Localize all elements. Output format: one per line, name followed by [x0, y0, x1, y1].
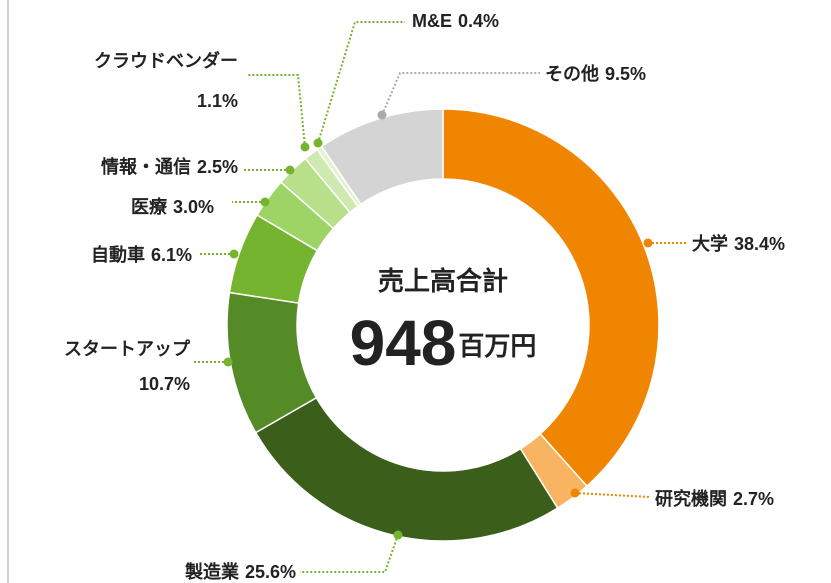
category-label: 研究機関 [655, 488, 727, 509]
value-label: 38.4% [734, 234, 785, 254]
label: 製造業 25.6% [184, 561, 296, 582]
category-label: クラウドベンダー [94, 50, 238, 71]
value-label: 2.7% [733, 489, 774, 509]
label: 情報・通信 2.5% [101, 156, 238, 177]
value-label: 1.1% [197, 91, 238, 111]
total: 948 [350, 307, 457, 379]
leader-dot [223, 357, 233, 367]
leader-dot [643, 238, 653, 248]
slice [254, 396, 559, 542]
leader-dot [570, 488, 580, 498]
leader-dot [313, 138, 323, 148]
value-label: 6.1% [151, 245, 192, 265]
center-total: 948百万円 [350, 307, 537, 379]
value-label: 0.4% [458, 11, 499, 31]
category-label: スタートアップ [64, 338, 191, 359]
label: M&E 0.4% [412, 11, 499, 31]
leader-dot [260, 197, 270, 207]
slice [320, 108, 444, 206]
label: 大学 38.4% [692, 233, 785, 254]
leader-line [248, 74, 306, 148]
center-label: 売上高合計 [378, 266, 508, 296]
slice [442, 108, 660, 488]
category-label: 医療 [131, 196, 168, 217]
category-label: M&E [412, 11, 452, 31]
value-label: 25.6% [245, 562, 296, 582]
label: 自動車 6.1% [91, 244, 192, 265]
category-label: 自動車 [91, 244, 145, 265]
leader-line [574, 492, 651, 498]
value-label: 3.0% [173, 197, 214, 217]
category-label: 製造業 [184, 561, 240, 582]
category-label: 大学 [692, 233, 728, 254]
leader-dot [377, 110, 387, 120]
labels: 大学 38.4% 研究機関 2.7% 製造業 25.6% スタートアップ 10.7% 自動車 6.… [64, 11, 785, 582]
label: 医療 3.0% [131, 196, 214, 217]
value-label: 9.5% [605, 64, 646, 84]
leader-line [300, 534, 399, 573]
leader-dot [285, 165, 295, 175]
value-label: 2.5% [197, 157, 238, 177]
label: 研究機関 2.7% [655, 488, 774, 509]
leader-dot [300, 142, 310, 152]
total-unit: 百万円 [458, 331, 536, 361]
donut [226, 108, 660, 542]
label: その他 9.5% [545, 63, 646, 84]
leader-dot [393, 530, 403, 540]
value-label: 10.7% [139, 374, 190, 394]
leader-dot [229, 249, 239, 259]
category-label: 情報・通信 [101, 156, 191, 177]
category-label: その他 [545, 63, 599, 84]
leader-line [381, 72, 540, 116]
